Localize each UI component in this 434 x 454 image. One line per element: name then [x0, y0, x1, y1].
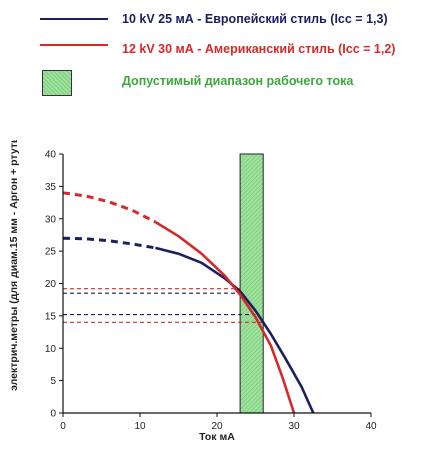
legend-line-european — [40, 18, 108, 20]
y-tick-label: 40 — [45, 150, 57, 161]
legend-label-european: 10 kV 25 мА - Европейский стиль (Icc = 1… — [122, 12, 388, 26]
y-tick-label: 20 — [45, 279, 57, 290]
y-tick-label: 15 — [45, 311, 57, 322]
y-tick-label: 0 — [50, 409, 56, 420]
line-chart: 0 5 10 15 20 25 30 35 40 0 10 20 30 40 Ток мА электри… — [8, 140, 377, 443]
x-axis-title: Ток мА — [199, 431, 235, 443]
series-american-dashed — [62, 191, 157, 224]
series-american-solid — [154, 220, 296, 414]
operating-range-band — [239, 153, 264, 414]
legend-line-american — [40, 44, 108, 46]
x-tick-label: 30 — [288, 421, 300, 432]
y-axis-title: электрич.метры (для диам.15 мм - Аргон +… — [8, 140, 20, 391]
x-tick-label: 20 — [211, 421, 223, 432]
legend-label-american: 12 kV 30 мА - Американский стиль (Icc = … — [122, 42, 396, 56]
legend-label-range: Допустимый диапазон рабочего тока — [122, 74, 354, 88]
y-tick-label: 5 — [50, 376, 56, 387]
legend-item-european: 10 kV 25 мА - Европейский стиль (Icc = 1… — [0, 8, 434, 34]
legend-item-american: 12 kV 30 мА - Американский стиль (Icc = … — [0, 38, 434, 64]
x-tick-label: 0 — [60, 421, 66, 432]
y-tick-label: 25 — [45, 247, 57, 258]
y-tick-label: 35 — [45, 182, 57, 193]
x-tick-label: 10 — [134, 421, 146, 432]
x-tick-label: 40 — [365, 421, 377, 432]
series-european-solid — [155, 246, 315, 414]
y-tick-label: 30 — [45, 214, 57, 225]
series-european-dashed — [62, 236, 156, 250]
y-tick-label: 10 — [45, 344, 57, 355]
legend-swatch-range — [42, 70, 72, 96]
legend-item-range: Допустимый диапазон рабочего тока — [0, 70, 434, 96]
